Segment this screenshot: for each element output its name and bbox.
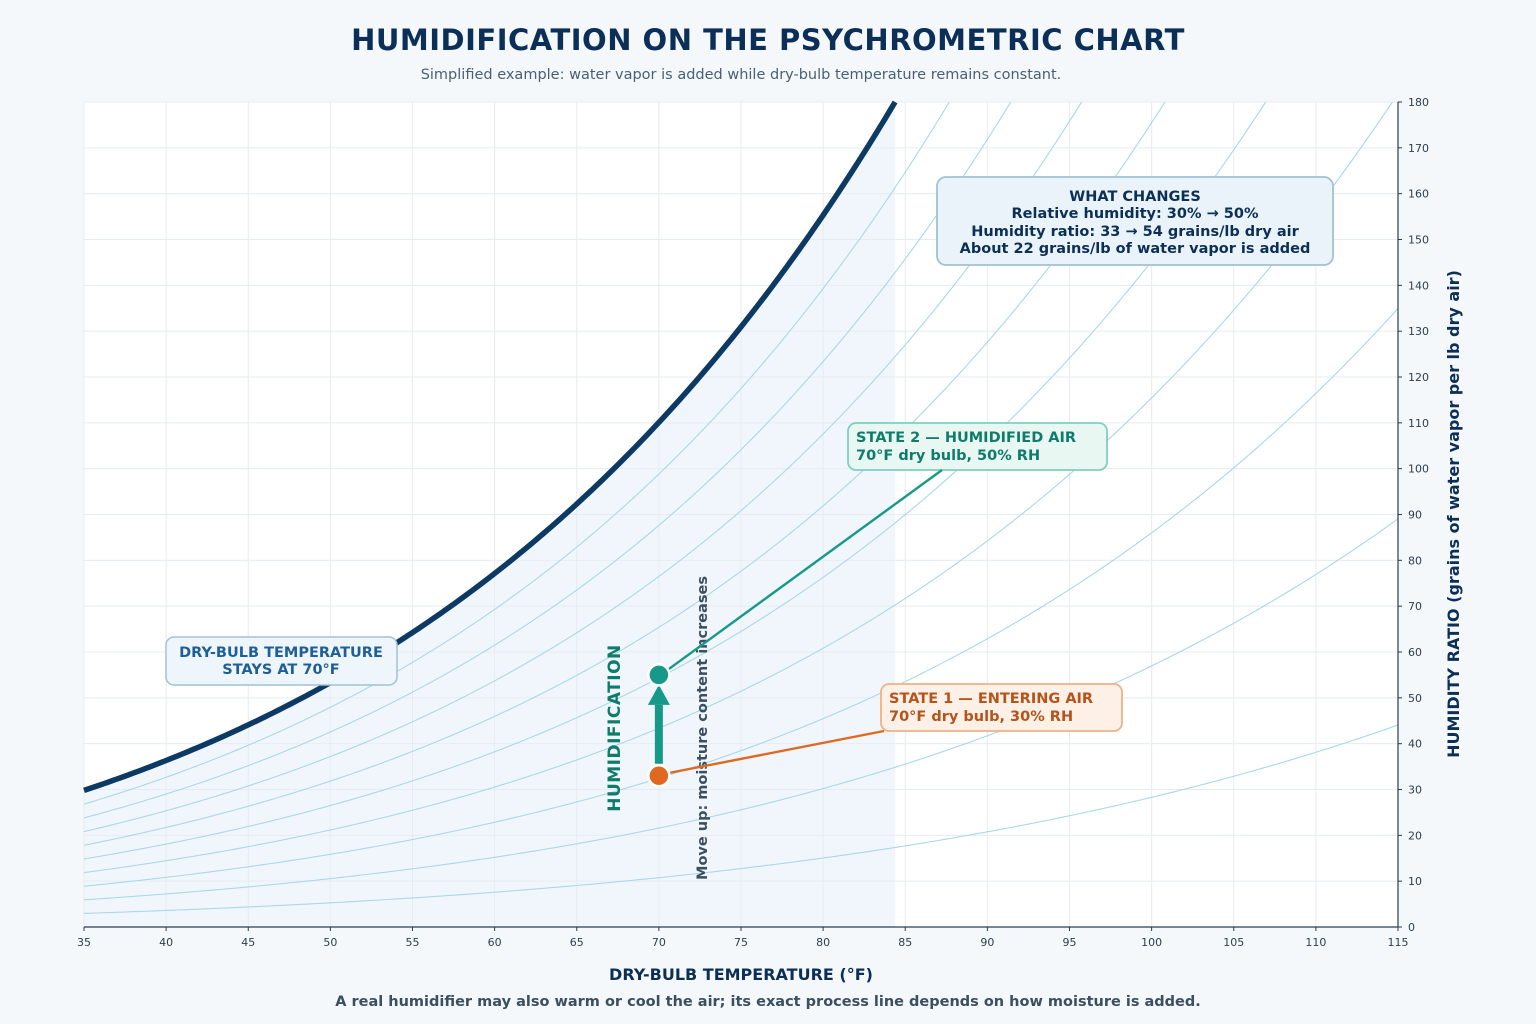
- process-layer: [647, 469, 943, 788]
- what-changes-line-4: About 22 grains/lb of water vapor is add…: [960, 241, 1311, 257]
- rh-lines: [83, 101, 1399, 914]
- humidification-arrow-head: [647, 684, 670, 705]
- x-tick-label: 70: [652, 936, 666, 949]
- y-tick-label: 40: [1408, 738, 1422, 751]
- humidification-label: HUMIDIFICATION: [605, 644, 625, 812]
- y-tick-label: 150: [1408, 234, 1429, 247]
- state2-point: [647, 663, 671, 687]
- what-changes-line-3: Humidity ratio: 33 → 54 grains/lb dry ai…: [971, 224, 1299, 240]
- dry-bulb-line-2: STAYS AT 70°F: [222, 662, 339, 678]
- dry-bulb-box: DRY-BULB TEMPERATURE STAYS AT 70°F: [165, 636, 398, 686]
- x-tick-label: 75: [734, 936, 748, 949]
- rh-line: [83, 101, 950, 805]
- x-axis-label: DRY-BULB TEMPERATURE (°F): [609, 965, 873, 984]
- y-tick-label: 60: [1408, 646, 1422, 659]
- y-tick-label: 110: [1408, 417, 1429, 430]
- what-changes-line-2: Relative humidity: 30% → 50%: [1012, 206, 1259, 222]
- state1-line-2: 70°F dry bulb, 30% RH: [889, 709, 1073, 725]
- rh-line: [83, 101, 1393, 874]
- x-tick-label: 40: [159, 936, 173, 949]
- y-axis-label: HUMIDITY RATIO (grains of water vapor pe…: [1444, 270, 1463, 758]
- state2-line-1: STATE 2 — HUMIDIFIED AIR: [856, 430, 1076, 446]
- y-tick-label: 70: [1408, 600, 1422, 613]
- y-tick-label: 140: [1408, 279, 1429, 292]
- saturation-curve: [83, 100, 898, 794]
- rh-line: [83, 101, 1166, 846]
- x-tick-label: 55: [406, 936, 420, 949]
- y-tick-label: 160: [1408, 188, 1429, 201]
- y-tick-label: 180: [1408, 96, 1429, 109]
- state2-line-2: 70°F dry bulb, 50% RH: [856, 448, 1040, 464]
- x-tick-label: 80: [816, 936, 830, 949]
- y-tick-label: 20: [1408, 829, 1422, 842]
- state1-box: STATE 1 — ENTERING AIR 70°F dry bulb, 30…: [880, 683, 1123, 732]
- x-tick-label: 50: [323, 936, 337, 949]
- y-tick-label: 50: [1408, 692, 1422, 705]
- x-tick-label: 60: [488, 936, 502, 949]
- x-tick-label: 95: [1063, 936, 1077, 949]
- y-tick-label: 0: [1408, 921, 1415, 934]
- x-tick-label: 65: [570, 936, 584, 949]
- state1-leader-line: [664, 729, 885, 775]
- rh-line: [83, 101, 1012, 819]
- y-tick-label: 130: [1408, 325, 1429, 338]
- rh-line: [83, 724, 1399, 914]
- chart-title: HUMIDIFICATION ON THE PSYCHROMETRIC CHAR…: [351, 23, 1185, 57]
- state2-leader-line: [664, 469, 943, 673]
- y-axis-ticks: 0 10 20 30 40 50 60 70 80 90 100 110 120 130 140 150 160…: [1398, 96, 1429, 934]
- rh-line: [83, 308, 1399, 887]
- y-tick-label: 80: [1408, 554, 1422, 567]
- x-tick-label: 100: [1141, 936, 1162, 949]
- rh-line: [83, 101, 1267, 860]
- what-changes-box: WHAT CHANGES Relative humidity: 30% → 50…: [936, 176, 1334, 266]
- move-up-label: Move up: moisture content increases: [695, 576, 711, 880]
- chart-subtitle: Simplified example: water vapor is added…: [421, 67, 1062, 83]
- state2-box: STATE 2 — HUMIDIFIED AIR 70°F dry bulb, …: [847, 422, 1108, 471]
- x-tick-label: 110: [1305, 936, 1326, 949]
- x-axis-ticks: 35 40 45 50 55 60 65 70 75 80 85 90 95 100 105 110 115: [77, 927, 1409, 949]
- what-changes-line-1: WHAT CHANGES: [1069, 189, 1201, 205]
- x-tick-label: 85: [898, 936, 912, 949]
- rh-line: [83, 518, 1399, 901]
- y-tick-label: 10: [1408, 875, 1422, 888]
- x-tick-label: 115: [1388, 936, 1409, 949]
- y-tick-label: 100: [1408, 463, 1429, 476]
- x-tick-label: 45: [241, 936, 255, 949]
- y-tick-label: 90: [1408, 509, 1422, 522]
- y-tick-label: 120: [1408, 371, 1429, 384]
- footnote: A real humidifier may also warm or cool …: [335, 994, 1201, 1010]
- y-tick-label: 30: [1408, 784, 1422, 797]
- x-tick-label: 105: [1223, 936, 1244, 949]
- x-tick-label: 35: [77, 936, 91, 949]
- x-tick-label: 90: [980, 936, 994, 949]
- saturation-region-fill: [84, 102, 896, 927]
- state1-point: [647, 764, 671, 788]
- y-tick-label: 170: [1408, 142, 1429, 155]
- dry-bulb-line-1: DRY-BULB TEMPERATURE: [179, 645, 383, 661]
- rh-line: [83, 101, 1083, 833]
- state1-line-1: STATE 1 — ENTERING AIR: [889, 691, 1093, 707]
